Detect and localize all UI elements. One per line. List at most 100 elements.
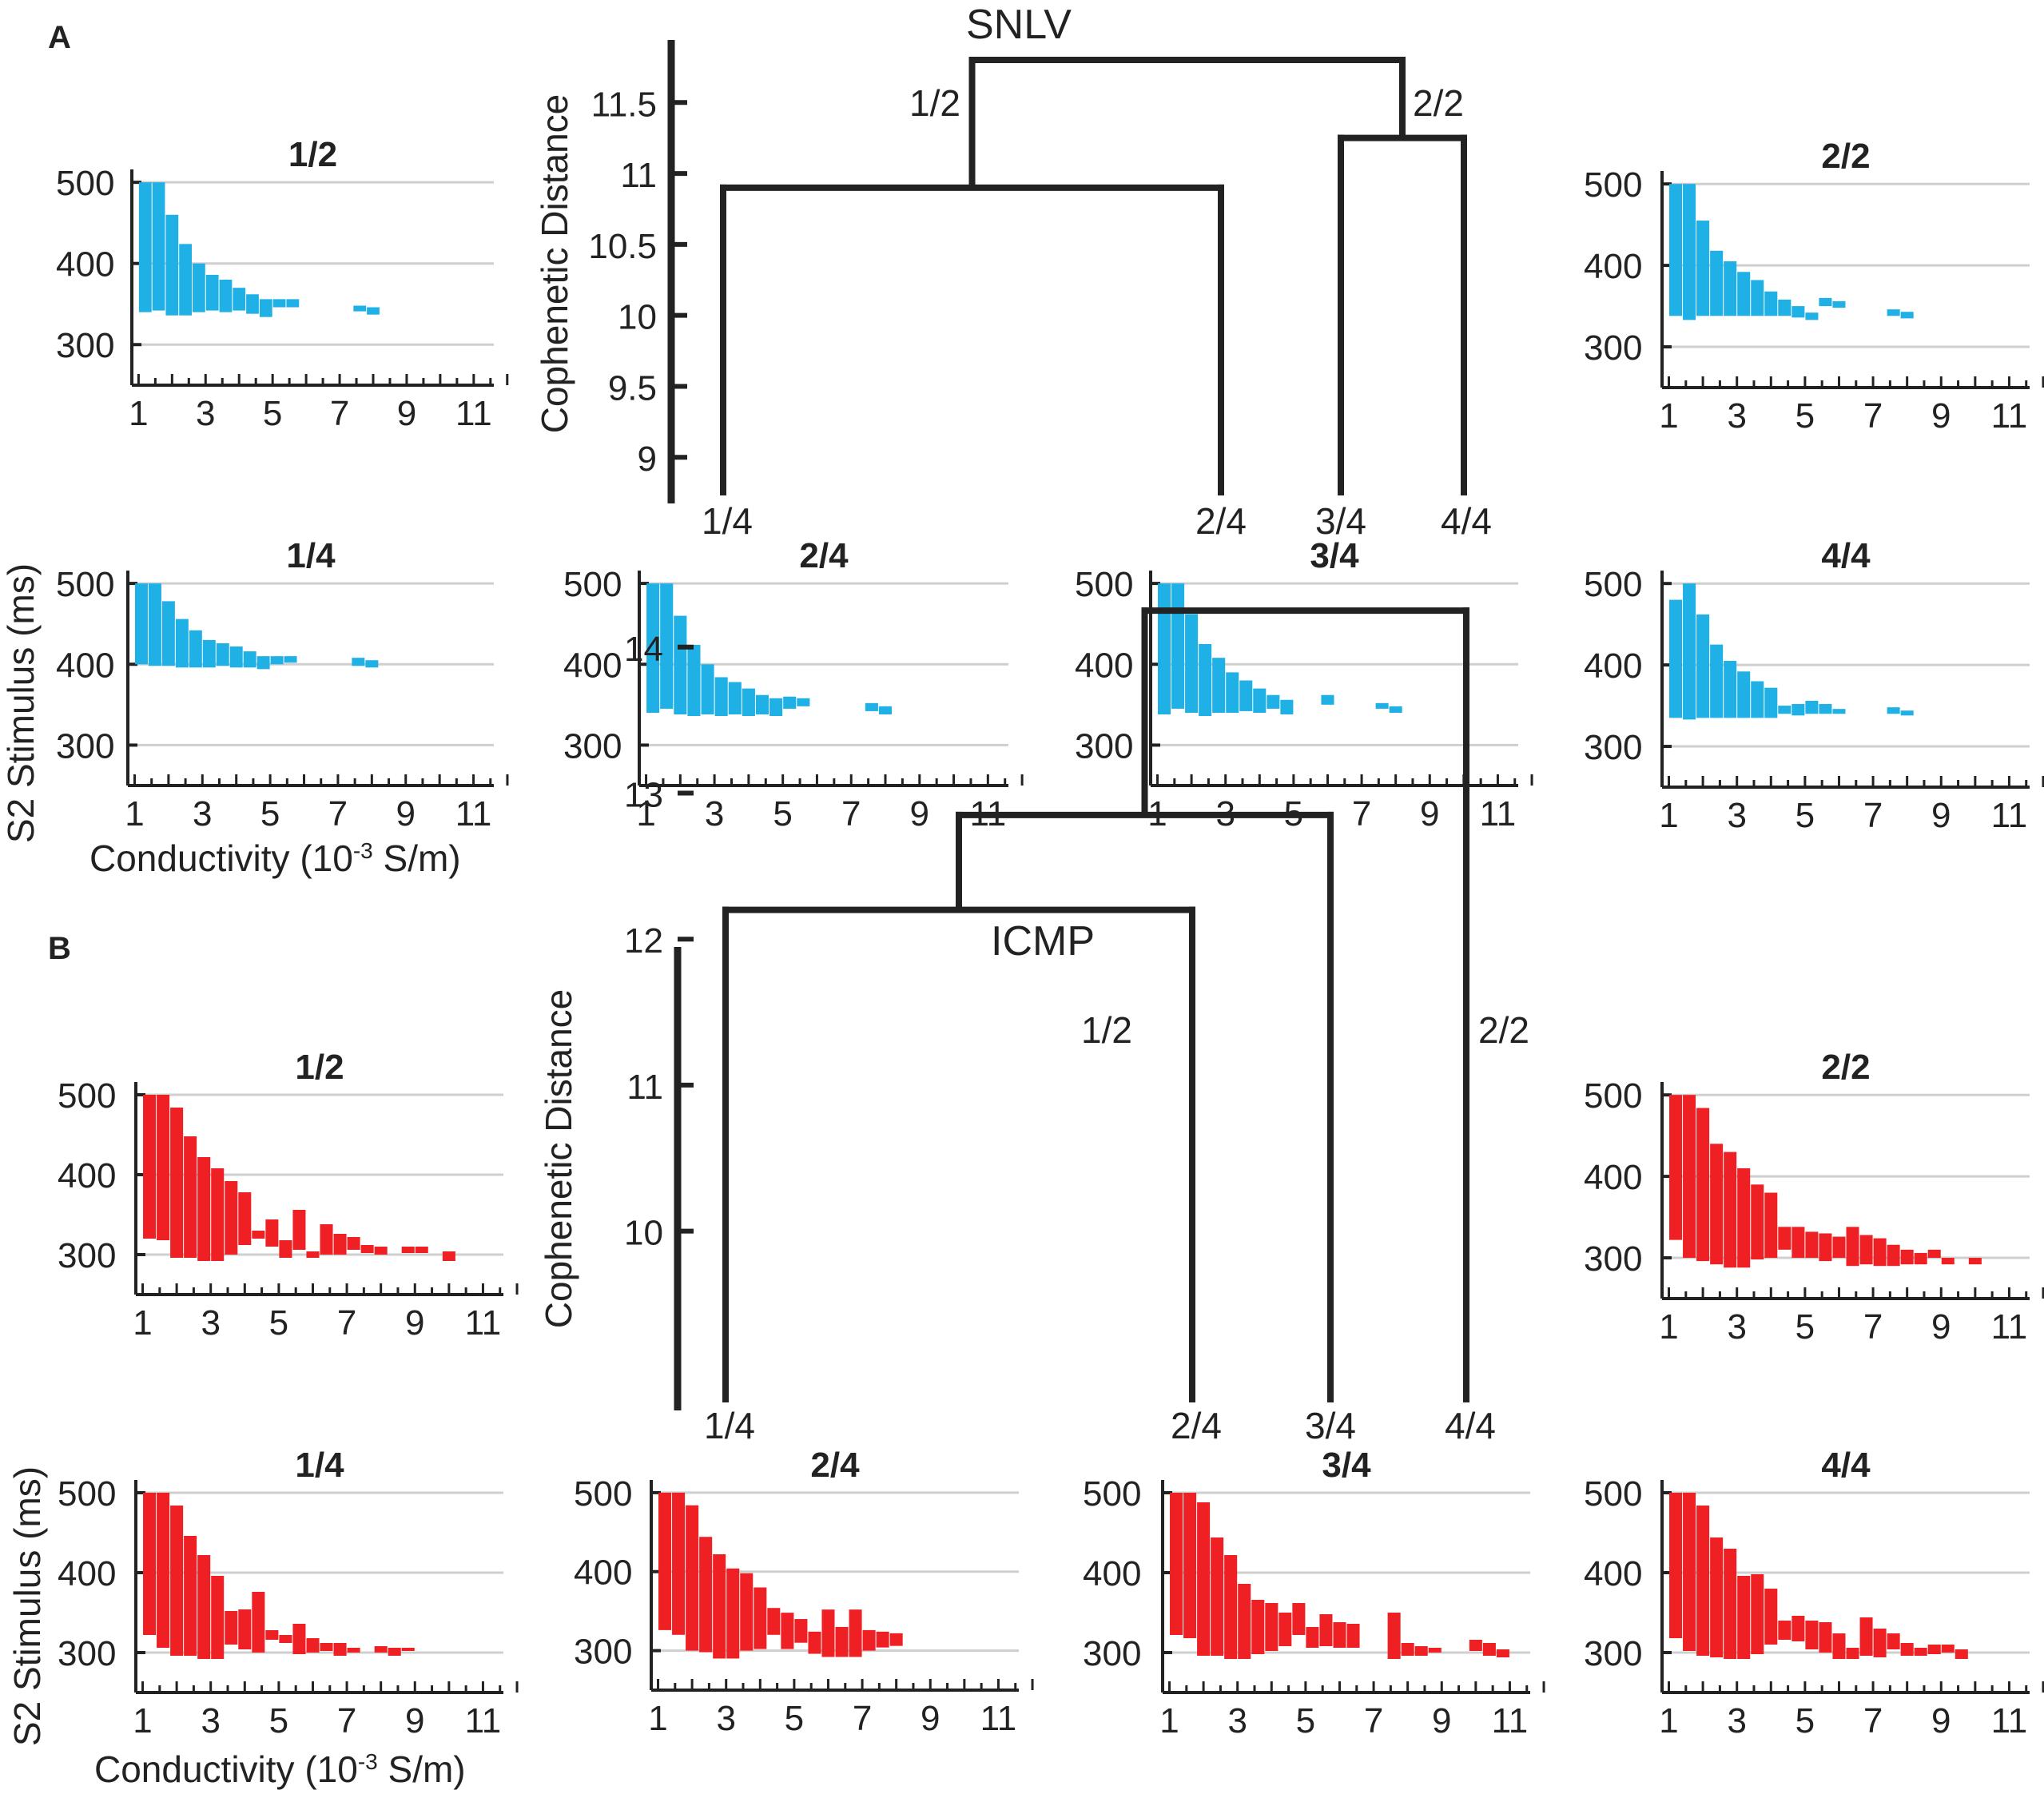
bar-13 [320, 1643, 333, 1651]
bar-12 [1832, 300, 1846, 308]
bar-1 [157, 1493, 170, 1648]
bar-6 [216, 642, 229, 666]
x-tick-label: 9 [1432, 1701, 1451, 1740]
x-tick-label: 9 [1931, 796, 1951, 835]
bar-15 [1401, 1643, 1414, 1656]
x-tick-label: 1 [1659, 796, 1678, 835]
bar-19 [1482, 1643, 1496, 1656]
bar-11 [1319, 1614, 1333, 1646]
chart-title: 1/4 [295, 1446, 344, 1485]
dendrogram-title: ICMP [991, 918, 1095, 965]
bar-2 [161, 601, 175, 666]
y-tick-label: 300 [1584, 728, 1642, 767]
bar-1 [672, 1492, 686, 1635]
bar-4 [193, 263, 205, 312]
bar-6 [728, 682, 742, 714]
bar-13 [1846, 1227, 1859, 1267]
bar-8 [1278, 1613, 1292, 1646]
x-tick-label: 9 [921, 1699, 940, 1738]
chart-title: 3/4 [1310, 536, 1359, 575]
x-tick-label: 1 [133, 1303, 152, 1343]
branch-label: 1/2 [1081, 1009, 1132, 1051]
bar-18 [1914, 1252, 1927, 1265]
y-tick-label: 500 [1584, 1076, 1642, 1116]
y-tick-label: 400 [1083, 1554, 1141, 1593]
bar-17 [1900, 1249, 1914, 1265]
bar-10 [794, 1619, 808, 1643]
bar-12 [1832, 1236, 1846, 1259]
x-tick-label: 3 [201, 1701, 220, 1740]
dendrogram-tick-label: 12 [624, 921, 663, 961]
bar-20 [442, 1251, 455, 1261]
bar-5 [1737, 1168, 1751, 1268]
bar-4 [713, 1553, 726, 1659]
y-tick-label: 500 [58, 1076, 116, 1116]
y-tick-label: 500 [56, 164, 114, 203]
x-tick-label: 11 [1991, 1701, 2028, 1740]
y-tick-label: 400 [1584, 247, 1642, 286]
bar-3 [1710, 250, 1724, 316]
bar-3 [699, 1537, 713, 1653]
y-tick-label: 400 [1075, 646, 1133, 685]
bar-2 [1185, 614, 1199, 713]
x-tick-label: 3 [196, 394, 215, 433]
bar-7 [1253, 688, 1267, 713]
x-label-main: Conductivity (10 [94, 1748, 358, 1790]
bar-5 [726, 1568, 740, 1659]
bar-12 [306, 1251, 320, 1258]
bar-chart: 300 400 500 1 3 5 7 9 11 1/4 [58, 1446, 519, 1740]
bar-1 [1171, 583, 1185, 709]
bar-0 [1669, 599, 1683, 718]
x-tick-label: 7 [1863, 1701, 1883, 1740]
bar-20 [1496, 1649, 1509, 1657]
bar-14 [1859, 1235, 1873, 1265]
x-tick-label: 5 [269, 1303, 288, 1343]
bar-5 [714, 677, 728, 717]
x-tick-label: 9 [405, 1303, 424, 1343]
bar-chart: 300 400 500 1 3 5 7 9 11 2/2 [1584, 1048, 2044, 1347]
bar-16 [374, 1646, 388, 1653]
bar-17 [1428, 1648, 1442, 1653]
dendrogram-tick-label: 14 [624, 630, 663, 669]
bar-chart: 300 400 500 1 3 5 7 9 11 4/4 [1584, 536, 2044, 835]
x-tick-label: 5 [1795, 1701, 1815, 1740]
x-tick-label: 7 [1863, 1307, 1883, 1347]
bar-2 [1696, 1108, 1710, 1262]
y-tick-label: 400 [58, 1156, 116, 1195]
x-tick-label: 7 [337, 1701, 356, 1740]
bar-16 [1414, 1646, 1428, 1656]
bar-10 [1306, 1627, 1319, 1648]
bar-21 [1955, 1649, 1968, 1659]
chart-title: 1/2 [288, 135, 337, 174]
x-tick-label: 9 [1931, 396, 1951, 436]
bar-9 [781, 1613, 794, 1649]
bar-13 [1887, 309, 1900, 316]
y-tick-label: 400 [58, 1554, 116, 1593]
x-tick-label: 11 [980, 1699, 1017, 1738]
dendrogram-tick-label: 13 [624, 776, 663, 815]
y-tick-label: 500 [563, 565, 622, 604]
x-tick-label: 9 [405, 1701, 424, 1740]
x-tick-label: 5 [1795, 1307, 1815, 1347]
bar-8 [252, 1231, 265, 1239]
x-tick-label: 3 [1727, 1307, 1746, 1347]
bar-2 [1696, 1506, 1710, 1656]
bar-11 [1819, 704, 1832, 714]
bar-3 [1710, 644, 1724, 718]
x-tick-label: 9 [1931, 1307, 1951, 1347]
bar-1 [660, 583, 674, 709]
dendrogram-tick-label: 11.5 [591, 85, 657, 124]
y-tick-label: 300 [1584, 1634, 1642, 1673]
leaf-label: 2/4 [1171, 1405, 1222, 1446]
y-tick-label: 500 [1075, 565, 1133, 604]
x-tick-label: 1 [133, 1701, 152, 1740]
bar-12 [306, 1638, 320, 1653]
x-tick-label: 7 [328, 794, 348, 833]
x-tick-label: 7 [1364, 1701, 1383, 1740]
branch-label: 2/2 [1478, 1009, 1529, 1051]
dendrogram-tick-label: 11 [620, 156, 657, 195]
x-tick-label: 5 [1795, 796, 1815, 835]
bar-14 [333, 1234, 347, 1255]
x-tick-label: 1 [125, 794, 144, 833]
